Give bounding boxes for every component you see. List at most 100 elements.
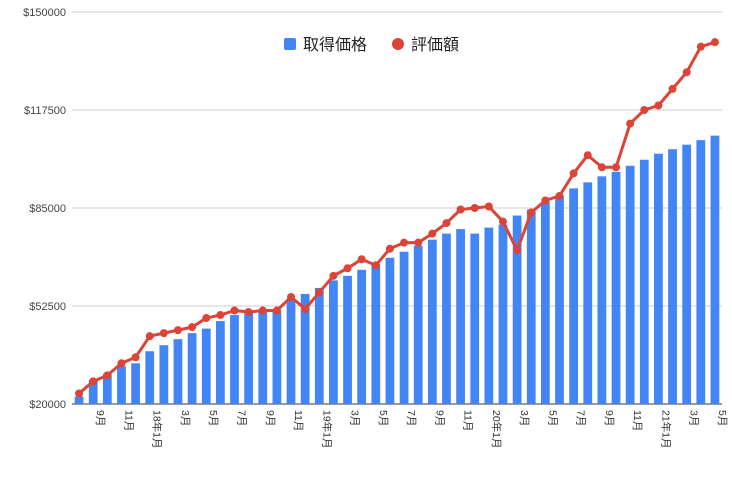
line-point [527,208,536,217]
y-tick-label: $85000 [29,203,66,215]
bar [399,251,409,404]
y-tick-label: $20000 [29,399,66,411]
line-point [301,305,310,314]
gridlines [72,11,722,405]
line-point [89,377,98,386]
line-point [230,306,239,315]
bar [498,224,508,404]
y-tick-label: $150000 [23,7,66,19]
x-tick-label: 3月 [688,410,700,426]
line-point [145,332,154,341]
bar [526,209,536,404]
x-tick-label: 3月 [179,410,191,426]
bar [159,345,169,404]
line-point [244,308,253,317]
line-point [696,42,705,51]
x-tick-label: 9月 [94,410,106,426]
bar [187,333,197,404]
bar [597,176,607,404]
line-point [470,204,479,212]
legend-swatch-bar [284,38,296,50]
bar [583,182,593,404]
x-axis: 9月 11月 18年1月 3月 5月 7月 9月 11月 19年1月 3月 5月 7月 9月 11月 20年… [94,410,728,449]
y-tick-label: $117500 [24,105,66,117]
line-point [626,119,635,128]
legend-item-bar[interactable]: 取得価格 [284,36,367,54]
line-point [484,202,493,211]
x-tick-label: 9月 [264,410,276,426]
line-point [456,205,465,214]
line-point [371,261,380,270]
line-point [272,306,281,315]
x-tick-label: 5月 [207,410,219,426]
line-point [173,326,182,335]
bar [413,245,423,404]
line-point [131,353,140,362]
bar [512,215,522,404]
bar [314,287,324,404]
bar [300,293,310,404]
bar [244,312,254,404]
line-point [343,264,352,273]
bar [569,188,579,404]
bar [357,269,367,404]
x-tick-label: 11月 [631,410,643,431]
bar [131,363,140,404]
bar [88,379,98,404]
line-point [400,238,409,247]
line-path [78,40,716,395]
x-tick-label: 19年1月 [320,410,333,449]
line-point [668,84,677,93]
x-tick-label: 11月 [122,410,134,431]
x-tick-label: 18年1月 [151,410,164,449]
line-point [357,255,366,264]
line-point [569,169,578,178]
line-point [414,238,423,247]
bar [710,135,720,404]
x-tick-label: 7月 [575,410,587,426]
bar [555,195,564,404]
line-point [442,219,451,228]
x-tick-label: 7月 [405,410,417,426]
bar [470,233,480,404]
line-point [103,371,112,380]
legend-label-bar: 取得価格 [303,36,367,54]
line-point [513,246,522,255]
bar [682,144,692,404]
bar [343,275,352,404]
line-point [159,329,168,338]
line-series [75,38,719,398]
x-tick-label: 20年1月 [490,410,503,449]
bar [484,227,494,404]
line-point [287,292,296,301]
legend[interactable]: 取得価格 評価額 [284,36,459,54]
line-point [188,323,197,332]
line-point [216,311,225,320]
line-point [612,163,621,172]
line-point [597,163,606,172]
bar [117,366,126,404]
x-tick-label: 5月 [716,410,728,426]
bar [696,140,706,404]
bar [102,373,112,404]
x-tick-label: 9月 [433,410,445,426]
legend-label-line: 評価額 [411,36,459,54]
bar [654,153,663,404]
bar [540,201,550,404]
bar [625,165,635,404]
line-point [640,106,649,114]
x-tick-label: 7月 [236,410,248,426]
bar [442,233,451,404]
bar [230,315,239,404]
x-tick-label: 5月 [377,410,389,426]
bar [286,299,296,404]
line-point [498,217,507,226]
y-tick-label: $52500 [29,301,66,313]
bar [456,229,465,404]
x-tick-label: 11月 [462,410,474,431]
legend-item-line[interactable]: 評価額 [392,36,459,54]
bar [74,396,84,404]
line-point [258,306,267,315]
bar [173,339,183,404]
